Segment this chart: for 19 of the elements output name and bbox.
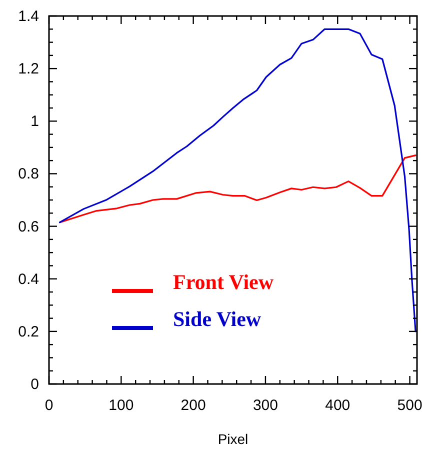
y-tick-label: 0.8 <box>18 166 39 183</box>
legend-label: Side View <box>173 307 262 331</box>
y-tick-label: 0.6 <box>18 218 39 236</box>
legend-label: Front View <box>173 270 274 294</box>
x-tick-label: 0 <box>44 397 54 414</box>
y-tick-label: 1.4 <box>18 8 39 25</box>
x-tick-label: 400 <box>325 397 350 414</box>
x-tick-label: 100 <box>108 397 134 414</box>
x-tick-label: 200 <box>180 397 206 414</box>
y-tick-label: 0 <box>30 376 39 393</box>
x-axis-title: Pixel <box>218 431 248 447</box>
y-tick-label: 1.2 <box>18 60 39 78</box>
x-tick-label: 500 <box>397 397 422 414</box>
line-series <box>59 154 416 224</box>
y-tick-label: 1 <box>30 113 39 130</box>
line-series <box>59 28 416 332</box>
x-tick-label: 300 <box>252 397 278 414</box>
y-tick-label: 0.4 <box>18 270 39 288</box>
y-tick-label: 0.2 <box>18 323 39 340</box>
